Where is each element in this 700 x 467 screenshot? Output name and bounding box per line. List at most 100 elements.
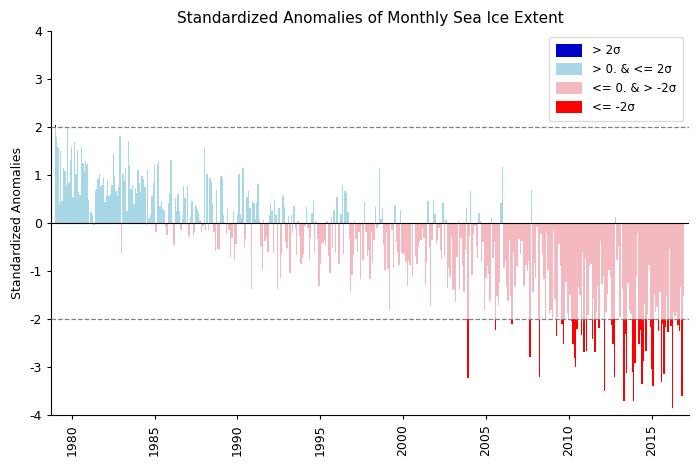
Bar [470,191,472,223]
Bar [539,319,540,376]
Bar [134,188,136,223]
Bar [579,223,580,295]
Bar [162,210,164,223]
Bar [556,319,557,336]
Bar [561,319,563,324]
Bar [566,223,567,283]
Bar [570,223,571,295]
Bar [347,212,349,223]
Bar [309,223,310,260]
Bar [678,223,680,319]
Bar [374,207,376,223]
Bar [344,191,346,223]
Bar [473,223,474,234]
Bar [130,189,132,223]
Bar [120,136,121,223]
Bar [326,220,328,223]
Bar [304,223,306,226]
Bar [463,223,465,291]
Bar [631,319,633,372]
Bar [177,194,178,223]
Bar [107,180,108,223]
Bar [321,223,322,245]
Bar [367,223,368,256]
Bar [83,171,85,223]
Bar [583,319,584,352]
Bar [117,197,118,223]
Bar [391,223,393,230]
Bar [225,223,227,234]
Bar [462,223,463,265]
Bar [480,221,481,223]
Bar [123,181,125,223]
Bar [272,223,274,253]
Bar [357,223,358,252]
Bar [580,319,582,335]
Bar [620,223,621,317]
Bar [506,223,507,286]
Bar [387,223,388,269]
Bar [62,201,63,223]
Bar [144,187,146,223]
Bar [290,215,292,223]
Bar [423,223,424,238]
Bar [610,223,611,277]
Bar [542,223,543,254]
Bar [485,223,486,278]
Bar [214,223,215,232]
Bar [563,319,564,344]
Bar [634,223,636,319]
Bar [626,223,627,319]
Bar [295,223,296,229]
Bar [532,223,533,292]
Bar [573,319,575,358]
Bar [288,216,289,223]
Bar [478,213,480,223]
Bar [655,223,657,312]
Bar [386,223,387,233]
Bar [395,223,397,242]
Bar [437,223,438,240]
Bar [126,212,127,223]
Bar [434,214,435,223]
Bar [235,223,237,244]
Bar [496,223,498,297]
Bar [502,167,503,223]
Bar [379,168,380,223]
Bar [676,223,677,312]
Bar [151,196,153,223]
Bar [278,208,279,223]
Bar [500,203,502,223]
Bar [150,215,151,223]
Bar [539,223,540,319]
Bar [299,223,300,236]
Bar [180,223,181,230]
Bar [519,223,520,239]
Bar [410,223,411,265]
Bar [63,168,64,223]
Bar [430,223,431,306]
Bar [76,150,78,223]
Bar [171,160,172,223]
Legend: > 2σ, > 0. & <= 2σ, <= 0. & > -2σ, <= -2σ: > 2σ, > 0. & <= 2σ, <= 0. & > -2σ, <= -2… [550,37,683,121]
Bar [643,223,644,319]
Bar [361,223,363,225]
Bar [531,190,532,223]
Bar [571,223,572,319]
Bar [276,223,278,289]
Bar [298,221,299,223]
Bar [553,223,554,230]
Bar [339,223,340,264]
Bar [57,147,59,223]
Bar [266,223,267,237]
Bar [582,223,583,252]
Bar [514,223,516,286]
Bar [106,196,107,223]
Bar [82,163,83,223]
Bar [645,319,647,351]
Bar [550,223,552,310]
Bar [56,137,57,223]
Bar [557,223,559,317]
Bar [512,223,513,319]
Bar [238,174,239,223]
